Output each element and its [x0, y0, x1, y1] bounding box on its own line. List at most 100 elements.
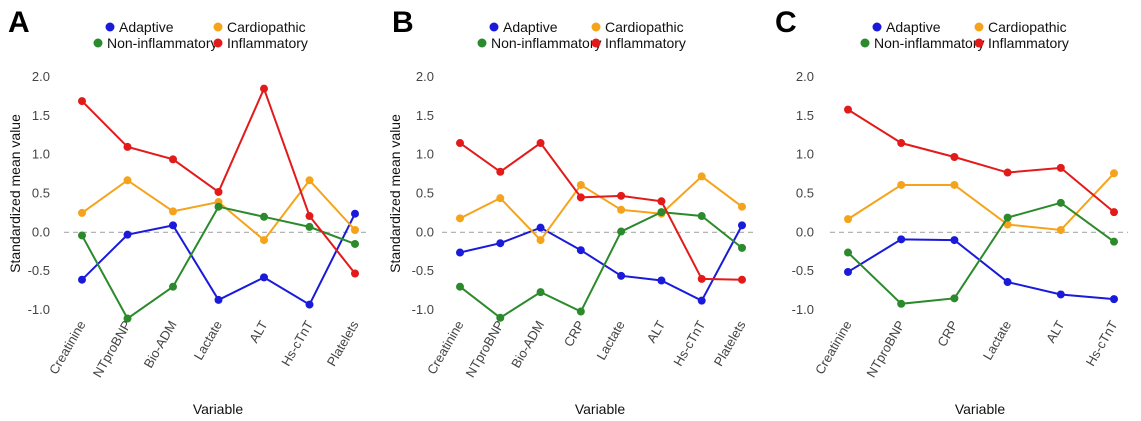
- data-point-inflammatory: [1110, 208, 1118, 217]
- legend-marker-inflammatory: [213, 38, 223, 48]
- data-point-non-inflammatory: [897, 299, 906, 308]
- data-point-inflammatory: [536, 139, 545, 148]
- data-point-cardiopathic: [738, 202, 746, 211]
- x-tick-label: Lactate: [980, 318, 1014, 362]
- legend-label: Non-inflammatory: [107, 35, 217, 51]
- y-tick-label: 2.0: [32, 69, 50, 84]
- data-point-cardiopathic: [78, 208, 86, 217]
- series-line-inflammatory: [847, 108, 1115, 213]
- x-tick-label: Hs-cTnT: [670, 318, 708, 369]
- data-point-cardiopathic: [1110, 169, 1118, 178]
- x-tick-label: Lactate: [191, 318, 225, 362]
- data-point-cardiopathic: [844, 215, 852, 224]
- data-point-inflammatory: [260, 84, 268, 93]
- data-point-adaptive: [576, 246, 585, 255]
- y-tick-label: 1.0: [32, 147, 50, 162]
- data-point-adaptive: [950, 236, 959, 245]
- y-tick-label: 0.0: [416, 224, 434, 239]
- y-tick-label: 1.0: [796, 147, 814, 162]
- data-point-non-inflammatory: [123, 314, 132, 323]
- data-point-inflammatory: [123, 142, 132, 151]
- legend-marker-adaptive: [489, 22, 499, 32]
- data-point-cardiopathic: [169, 207, 177, 216]
- y-tick-label: 0.5: [416, 186, 434, 201]
- data-point-inflammatory: [169, 155, 177, 164]
- x-tick-label: ALT: [246, 318, 270, 345]
- data-point-non-inflammatory: [950, 294, 959, 303]
- data-point-inflammatory: [950, 152, 959, 161]
- data-point-non-inflammatory: [576, 307, 585, 316]
- x-tick-label: ALT: [1043, 318, 1067, 345]
- y-tick-label: -1.0: [792, 302, 814, 317]
- x-axis-title: Variable: [575, 401, 626, 417]
- series-line-non-inflammatory: [459, 211, 743, 319]
- x-tick-label: Hs-cTnT: [1083, 318, 1121, 369]
- data-point-non-inflammatory: [456, 282, 464, 291]
- legend-label: Cardiopathic: [605, 19, 684, 35]
- x-tick-label: NTproBNP: [863, 318, 907, 380]
- x-axis-title: Variable: [193, 401, 244, 417]
- legend-label: Non-inflammatory: [874, 35, 984, 51]
- legend-label: Cardiopathic: [227, 19, 306, 35]
- x-tick-label: Bio-ADM: [141, 318, 180, 371]
- data-point-adaptive: [897, 235, 906, 244]
- data-point-non-inflammatory: [536, 288, 545, 297]
- x-tick-label: Creatinine: [424, 318, 467, 377]
- legend-label: Inflammatory: [988, 35, 1069, 51]
- data-point-non-inflammatory: [78, 231, 86, 240]
- x-tick-label: ALT: [644, 318, 668, 345]
- data-point-adaptive: [351, 209, 359, 218]
- y-tick-label: -0.5: [412, 263, 434, 278]
- data-point-cardiopathic: [576, 180, 585, 189]
- legend-marker-inflammatory: [974, 38, 984, 48]
- data-point-adaptive: [738, 221, 746, 230]
- y-tick-label: -1.0: [28, 302, 50, 317]
- data-point-non-inflammatory: [617, 227, 626, 236]
- data-point-non-inflammatory: [169, 282, 177, 291]
- legend-marker-non-inflammatory: [477, 38, 487, 48]
- y-tick-label: 1.5: [796, 108, 814, 123]
- data-point-non-inflammatory: [844, 248, 852, 257]
- chart-panel-a: A Adaptive Cardiopathic Non-inflammatory Inf…: [7, 6, 369, 417]
- data-point-inflammatory: [214, 187, 223, 196]
- data-point-adaptive: [260, 273, 268, 282]
- data-point-inflammatory: [844, 105, 852, 114]
- data-point-non-inflammatory: [351, 239, 359, 248]
- data-point-cardiopathic: [123, 176, 132, 185]
- y-axis-title: Standardized mean value: [387, 114, 403, 273]
- data-point-non-inflammatory: [214, 202, 223, 211]
- x-tick-label: Bio-ADM: [508, 318, 547, 371]
- panel-letter: C: [775, 6, 797, 39]
- series-line-inflammatory: [459, 141, 743, 281]
- x-tick-label: NTproBNP: [90, 318, 134, 380]
- legend-label: Cardiopathic: [988, 19, 1067, 35]
- y-axis-title: Standardized mean value: [7, 114, 23, 273]
- x-tick-label: Creatinine: [46, 318, 89, 377]
- legend-label: Inflammatory: [227, 35, 308, 51]
- data-point-non-inflammatory: [657, 208, 666, 217]
- legend-marker-adaptive: [105, 22, 115, 32]
- data-point-inflammatory: [1056, 163, 1065, 172]
- data-point-inflammatory: [738, 275, 746, 284]
- data-point-adaptive: [214, 295, 223, 304]
- legend-marker-cardiopathic: [974, 22, 984, 32]
- legend-label: Adaptive: [886, 19, 941, 35]
- panel-letter: A: [8, 6, 30, 39]
- y-tick-label: -0.5: [792, 263, 814, 278]
- data-point-cardiopathic: [950, 180, 959, 189]
- data-point-non-inflammatory: [697, 212, 706, 221]
- x-tick-label: NTproBNP: [462, 318, 506, 380]
- y-tick-label: 1.5: [32, 108, 50, 123]
- data-point-non-inflammatory: [260, 212, 268, 221]
- data-point-cardiopathic: [697, 172, 706, 181]
- x-tick-label: Platelets: [711, 318, 749, 369]
- legend-marker-cardiopathic: [213, 22, 223, 32]
- data-point-adaptive: [536, 223, 545, 232]
- legend-marker-inflammatory: [591, 38, 601, 48]
- legend-label: Non-inflammatory: [491, 35, 601, 51]
- data-point-non-inflammatory: [1056, 198, 1065, 207]
- data-point-adaptive: [1003, 278, 1012, 287]
- data-point-inflammatory: [351, 269, 359, 278]
